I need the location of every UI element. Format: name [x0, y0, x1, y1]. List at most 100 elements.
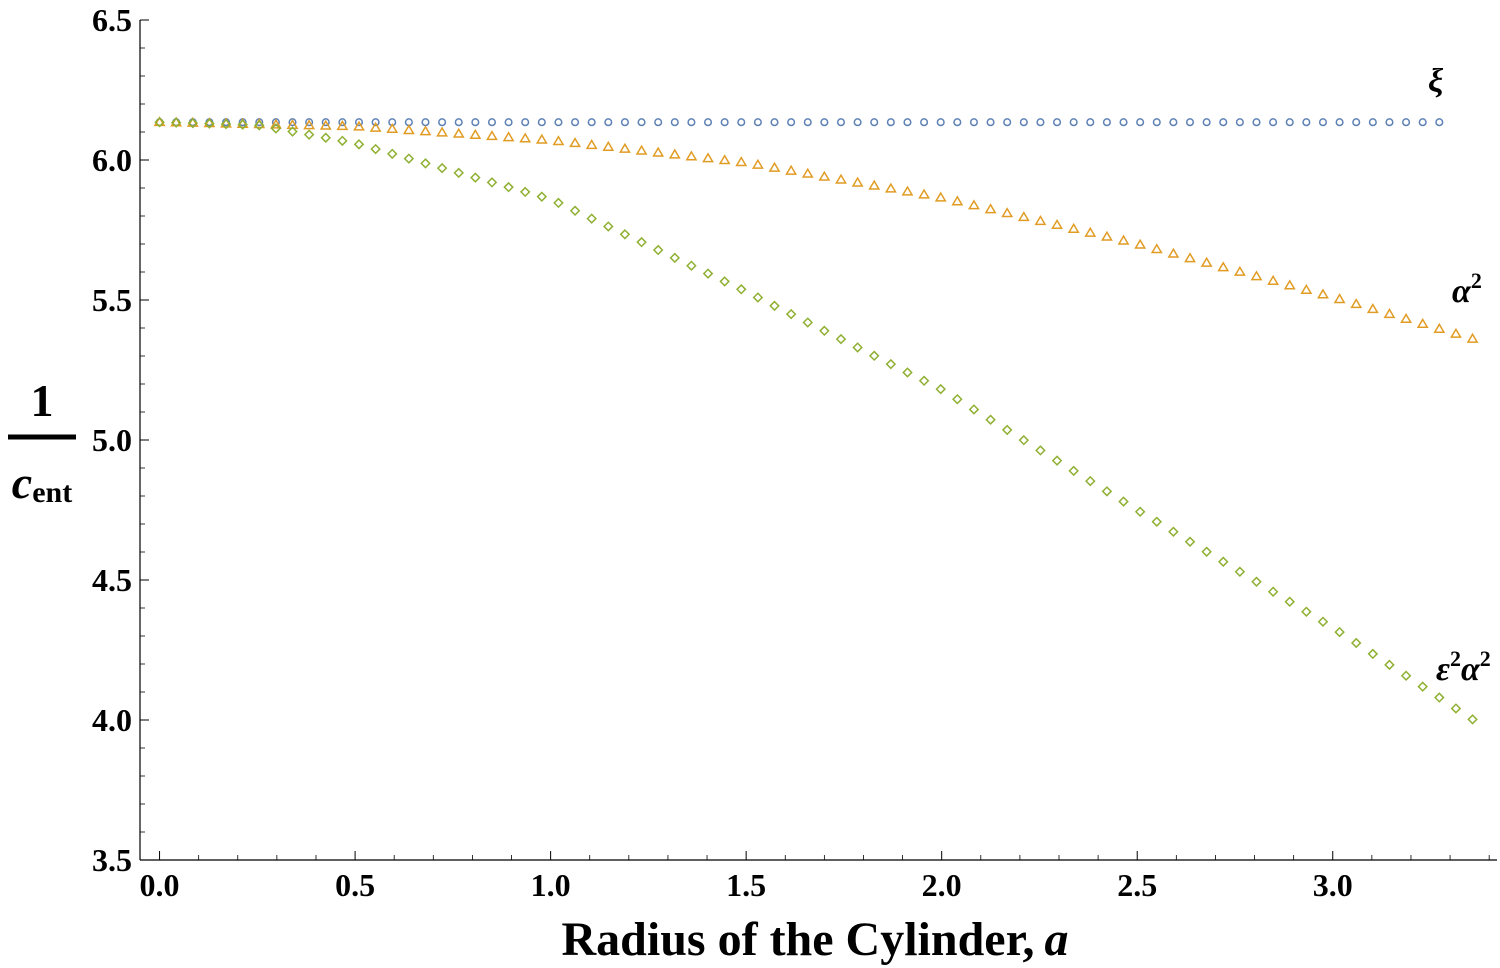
x-tick-label: 0.0	[140, 867, 180, 903]
diamond-marker	[1400, 670, 1412, 681]
diamond-marker	[1035, 445, 1046, 456]
diamond-marker	[702, 268, 714, 279]
series-diamond-markers	[154, 116, 1478, 725]
diamond-marker	[386, 148, 398, 160]
triangle-marker	[1001, 207, 1014, 218]
circle-marker	[1252, 118, 1261, 127]
triangle-marker	[884, 182, 897, 193]
diamond-marker	[1085, 475, 1096, 487]
triangle-marker	[1317, 288, 1329, 299]
diamond-marker	[1051, 455, 1063, 466]
diamond-marker	[1134, 506, 1146, 518]
diamond-marker	[1001, 424, 1013, 436]
circle-marker	[803, 118, 812, 127]
diamond-marker	[237, 119, 248, 130]
circle-marker	[1136, 118, 1145, 127]
triangle-marker	[569, 137, 581, 148]
triangle-marker	[835, 173, 847, 184]
triangle-marker	[502, 131, 515, 142]
diamond-marker	[1217, 556, 1229, 568]
diamond-marker	[337, 135, 348, 147]
circle-marker	[920, 118, 929, 127]
circle-marker	[454, 118, 463, 127]
diamond-marker	[553, 197, 564, 209]
circle-marker	[487, 118, 497, 127]
diamond-marker	[985, 414, 996, 425]
diamond-marker	[1434, 692, 1445, 703]
diamond-marker	[952, 393, 963, 405]
triangle-marker	[751, 158, 764, 169]
triangle-marker	[984, 203, 997, 214]
circle-marker	[620, 118, 629, 127]
diamond-marker	[1201, 546, 1212, 558]
circle-marker	[1086, 118, 1095, 127]
diamond-marker	[669, 252, 681, 264]
diamond-marker	[686, 260, 697, 271]
triangle-marker	[1017, 211, 1030, 222]
triangle-marker	[668, 148, 681, 159]
triangle-marker	[1167, 247, 1180, 258]
y-tick-label: 3.5	[92, 842, 132, 878]
circle-marker	[338, 118, 347, 127]
diamond-marker	[736, 284, 747, 295]
triangle-marker	[685, 150, 698, 161]
y-tick-label: 5.5	[92, 282, 132, 318]
x-tick-label: 1.0	[531, 867, 571, 903]
circle-marker	[1219, 118, 1228, 127]
triangle-marker	[1067, 222, 1080, 233]
diamond-marker	[254, 120, 265, 131]
triangle-marker	[1416, 317, 1429, 329]
diamond-marker	[603, 221, 614, 232]
circle-marker	[870, 118, 879, 127]
triangle-marker	[552, 135, 565, 146]
circle-marker	[936, 118, 945, 127]
diamond-marker	[353, 139, 365, 150]
diamond-marker	[503, 181, 514, 193]
triangle-marker	[303, 119, 316, 130]
diamond-marker	[802, 317, 814, 328]
circle-marker	[438, 118, 447, 127]
diamond-marker	[1118, 496, 1129, 507]
diamond-marker	[586, 213, 597, 224]
triangle-marker	[585, 139, 598, 150]
circle-marker	[1036, 118, 1045, 127]
diamond-marker	[486, 177, 498, 188]
triangle-marker	[1184, 252, 1196, 263]
triangle-marker	[718, 154, 731, 165]
y-tick-label: 5.0	[92, 422, 132, 458]
circle-marker	[1069, 118, 1078, 127]
diamond-marker	[320, 132, 332, 144]
triangle-marker	[436, 126, 449, 137]
series-label-exponent: 2	[1450, 646, 1461, 671]
triangle-marker	[1350, 298, 1363, 309]
circle-marker	[1269, 118, 1278, 127]
diamond-marker	[519, 186, 531, 198]
diamond-marker	[204, 118, 215, 129]
series-label-exponent: 2	[1480, 646, 1491, 671]
chart-axes: 3.5 4.0 4.5 5.0 5.5 6.0 6.5 0.0 0.5 1.0 1.5 2.0 2.5 3…	[92, 2, 1497, 903]
triangle-marker	[486, 130, 498, 141]
diamond-marker	[1068, 465, 1079, 477]
circle-marker	[305, 118, 314, 127]
triangle-marker	[1051, 218, 1063, 230]
diamond-marker	[420, 158, 431, 169]
circle-marker	[288, 118, 297, 127]
series-label-symbol: ε	[1436, 651, 1450, 688]
circle-marker	[471, 118, 480, 127]
triangle-marker	[602, 140, 615, 151]
series-label-triangle: α2	[1452, 268, 1482, 310]
y-tick-label: 6.5	[92, 2, 132, 38]
circle-marker	[587, 118, 596, 127]
circle-marker	[1169, 118, 1178, 127]
triangle-marker	[901, 185, 914, 196]
circle-marker	[371, 118, 380, 127]
diamond-marker	[1384, 659, 1395, 671]
series-label-diamond: ε2α2	[1436, 646, 1491, 688]
triangle-marker	[1250, 270, 1263, 281]
series-label-circle: ξ	[1428, 63, 1444, 100]
triangle-marker	[402, 124, 415, 135]
diamond-marker	[220, 118, 232, 130]
y-axis-title-denominator: cent	[12, 457, 72, 509]
triangle-marker	[269, 118, 282, 129]
